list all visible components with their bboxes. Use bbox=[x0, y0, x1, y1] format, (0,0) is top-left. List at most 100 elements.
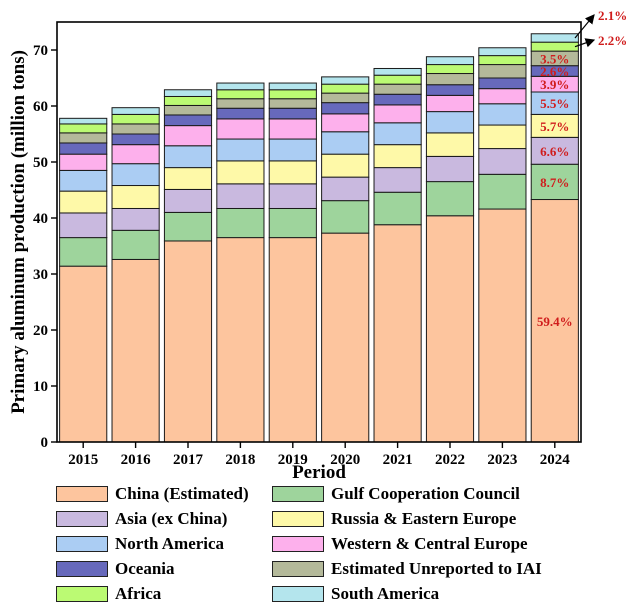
bar-segment-2023-0 bbox=[478, 208, 527, 443]
bar-segment-2022-0 bbox=[425, 215, 475, 443]
bar-segment-2019-2 bbox=[268, 183, 317, 209]
bar-segment-2018-2 bbox=[216, 183, 265, 209]
bar-segment-2015-5 bbox=[59, 153, 108, 171]
percent-label: 59.4% bbox=[537, 314, 573, 329]
bars-layer bbox=[59, 33, 579, 443]
legend: China (Estimated) Gulf Cooperation Counci… bbox=[56, 484, 576, 604]
x-axis-title: Period bbox=[292, 462, 346, 480]
percent-label: 6.6% bbox=[540, 144, 569, 159]
bar-segment-2015-4 bbox=[59, 169, 108, 192]
y-tick-label: 70 bbox=[33, 43, 48, 59]
bar-segment-2021-1 bbox=[373, 191, 422, 226]
legend-label: South America bbox=[331, 584, 440, 603]
percent-annotations: 59.4% 8.7% 6.6% 5.7% 5.5% 3.9%2.6%3.5% 2.1% 2.2… bbox=[537, 8, 627, 329]
bar-segment-2023-2 bbox=[478, 148, 527, 175]
bar-segment-2017-4 bbox=[163, 145, 213, 169]
bar-segment-2019-0 bbox=[268, 237, 317, 443]
bar-segment-2018-5 bbox=[216, 118, 265, 140]
bar-segment-2017-9 bbox=[163, 89, 213, 97]
y-tick-label: 20 bbox=[33, 323, 48, 339]
bar-segment-2016-6 bbox=[111, 133, 160, 146]
bar-segment-2023-4 bbox=[478, 103, 527, 126]
bar-segment-2017-6 bbox=[163, 114, 213, 127]
y-tick-label: 40 bbox=[33, 211, 48, 227]
bar-segment-2021-5 bbox=[373, 104, 422, 124]
bar-segment-2016-2 bbox=[111, 207, 160, 231]
bar-segment-2015-8 bbox=[59, 123, 108, 134]
bar-segment-2018-4 bbox=[216, 138, 265, 162]
x-ticks: 2015 2016 2017 2018 2019 2020 2021 2022 2023 2024 bbox=[68, 442, 570, 468]
y-tick-label: 0 bbox=[41, 435, 49, 451]
bar-segment-2018-8 bbox=[216, 89, 265, 100]
axes-layer bbox=[56, 21, 582, 443]
bar-segment-2016-9 bbox=[111, 107, 160, 115]
bar-segment-2021-6 bbox=[373, 93, 422, 106]
legend-item: Gulf Cooperation Council bbox=[272, 484, 572, 504]
x-tick-label: 2019 bbox=[278, 452, 308, 468]
legend-label: Oceania bbox=[115, 559, 175, 578]
bar-segment-2019-8 bbox=[268, 89, 317, 100]
legend-swatch bbox=[56, 586, 108, 602]
y-ticks: 0 10 20 30 40 50 60 70 bbox=[33, 43, 57, 451]
bar-segment-2020-4 bbox=[321, 131, 370, 155]
bar-segment-2015-7 bbox=[59, 132, 108, 144]
bar-segment-2018-7 bbox=[216, 98, 265, 109]
bar-segment-2018-0 bbox=[216, 237, 265, 443]
bar-segment-2015-6 bbox=[59, 142, 108, 155]
bar-segment-2023-3 bbox=[478, 124, 527, 150]
bar-segment-2023-6 bbox=[478, 77, 527, 90]
percent-label: 2.6% bbox=[540, 64, 569, 79]
stacked-bar-chart: 0 10 20 30 40 50 60 70 2015 2016 2017 2018 2019 2020… bbox=[8, 8, 627, 480]
bar-segment-2022-4 bbox=[425, 111, 475, 134]
bar-segment-2020-8 bbox=[321, 83, 370, 94]
bar-segment-2019-6 bbox=[268, 107, 317, 120]
y-tick-label: 60 bbox=[33, 99, 48, 115]
bar-segment-2015-0 bbox=[59, 265, 108, 443]
legend-swatch bbox=[56, 561, 108, 577]
outside-label-top-arrow bbox=[574, 14, 595, 39]
bar-segment-2023-8 bbox=[478, 55, 527, 66]
x-tick-label: 2016 bbox=[121, 452, 152, 468]
percent-label: 8.7% bbox=[540, 175, 569, 190]
bar-segment-2023-5 bbox=[478, 88, 527, 105]
percent-label: 5.5% bbox=[540, 96, 569, 111]
outside-label-bottom: 2.2% bbox=[598, 33, 627, 48]
bar-segment-2022-3 bbox=[425, 132, 475, 157]
x-tick-label: 2017 bbox=[173, 452, 204, 468]
bar-segment-2020-0 bbox=[321, 232, 370, 443]
bar-segment-2017-1 bbox=[163, 211, 213, 242]
bar-segment-2022-5 bbox=[425, 94, 475, 113]
x-tick-label: 2015 bbox=[68, 452, 98, 468]
bar-segment-2023-1 bbox=[478, 173, 527, 210]
legend-swatch bbox=[272, 511, 324, 527]
outside-label-bottom-arrow bbox=[574, 38, 596, 48]
bar-segment-2016-3 bbox=[111, 185, 160, 209]
legend-swatch bbox=[56, 511, 108, 527]
legend-swatch bbox=[272, 486, 324, 502]
plot-frame bbox=[56, 21, 582, 443]
legend-item: Russia & Eastern Europe bbox=[272, 509, 572, 529]
bar-segment-2018-3 bbox=[216, 160, 265, 185]
legend-label: Asia (ex China) bbox=[115, 509, 228, 528]
bar-segment-2018-9 bbox=[216, 82, 265, 91]
legend-item: Oceania bbox=[56, 559, 266, 579]
bar-segment-2024-0 bbox=[530, 199, 579, 443]
percent-label: 3.5% bbox=[540, 51, 569, 66]
legend-label: Gulf Cooperation Council bbox=[331, 484, 520, 503]
legend-item: Western & Central Europe bbox=[272, 534, 572, 554]
y-tick-label: 30 bbox=[33, 267, 48, 283]
bar-segment-2019-4 bbox=[268, 138, 317, 162]
bar-segment-2022-2 bbox=[425, 155, 475, 183]
bar-segment-2022-6 bbox=[425, 84, 475, 96]
x-tick-label: 2024 bbox=[540, 452, 571, 468]
legend-swatch bbox=[272, 536, 324, 552]
bar-segment-2021-4 bbox=[373, 122, 422, 146]
bar-segment-2022-8 bbox=[425, 64, 475, 75]
bar-segment-2016-0 bbox=[111, 258, 160, 443]
bar-segment-2019-7 bbox=[268, 98, 317, 109]
bar-segment-2017-7 bbox=[163, 104, 213, 116]
bar-segment-2021-2 bbox=[373, 167, 422, 193]
bar-segment-2024-8 bbox=[530, 41, 579, 52]
bar-segment-2020-1 bbox=[321, 200, 370, 234]
bar-segment-2017-3 bbox=[163, 167, 213, 190]
